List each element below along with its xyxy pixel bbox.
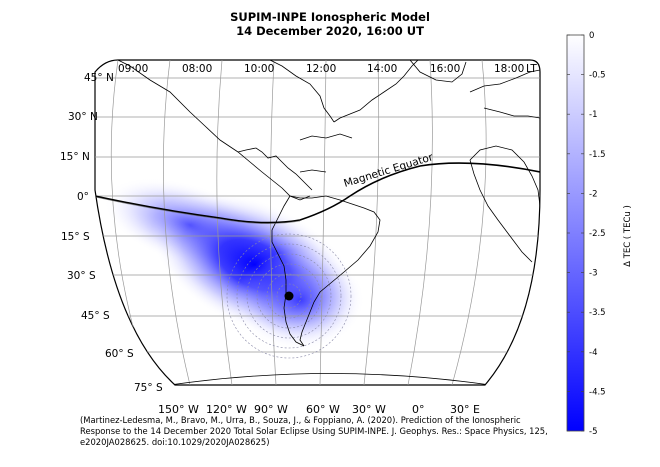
eclipse-totality-marker bbox=[284, 291, 294, 301]
graticule bbox=[95, 60, 540, 385]
lt-tick: 16:00 bbox=[430, 63, 460, 75]
magnetic-equator-shadow bbox=[95, 196, 301, 224]
lon-label: 60° W bbox=[306, 403, 340, 416]
lat-label: 75° S bbox=[134, 382, 163, 394]
latitude-axis: 45° N 30° N 15° N 0° 15° S 30° S 45° S 6… bbox=[60, 72, 163, 394]
coastlines bbox=[117, 60, 540, 385]
citation-text: (Martinez-Ledesma, M., Bravo, M., Urra, … bbox=[80, 415, 548, 447]
lon-label: 30° E bbox=[450, 403, 480, 416]
magnetic-equator-line bbox=[95, 162, 540, 224]
lat-label: 45° N bbox=[84, 72, 114, 84]
colorbar-tick-label: -3.5 bbox=[589, 308, 606, 318]
lon-label: 120° W bbox=[206, 403, 247, 416]
colorbar-tick-label: -3 bbox=[589, 269, 597, 279]
local-time-axis: 09:00 08:00 10:00 12:00 14:00 16:00 18:0… bbox=[118, 63, 537, 75]
lt-tick: 12:00 bbox=[306, 63, 336, 75]
lt-tick: 18:00 bbox=[494, 63, 524, 75]
lon-label: 90° W bbox=[254, 403, 288, 416]
eclipse-isolines bbox=[226, 233, 352, 359]
colorbar-tick-label: -1 bbox=[589, 110, 597, 120]
colorbar-tick-label: -0.5 bbox=[589, 71, 606, 81]
colorbar-tick-label: 0 bbox=[589, 31, 594, 41]
lon-label: 0° bbox=[412, 403, 425, 416]
lt-tick: 09:00 bbox=[118, 63, 148, 75]
lt-tick: 14:00 bbox=[367, 63, 397, 75]
lat-label: 30° S bbox=[67, 270, 96, 282]
lat-label: 0° bbox=[77, 191, 89, 203]
lat-label: 15° S bbox=[61, 231, 90, 243]
lat-label: 15° N bbox=[60, 151, 90, 163]
lt-tick: 08:00 bbox=[182, 63, 212, 75]
colorbar-label: Δ TEC ( TECu ) bbox=[623, 205, 633, 267]
lt-tick: 10:00 bbox=[244, 63, 274, 75]
colorbar-ticks: 0 -0.5 -1 -1.5 -2 -2.5 -3 -3.5 -4 -4.5 -5 bbox=[567, 31, 606, 437]
longitude-axis: 150° W 120° W 90° W 60° W 30° W 0° 30° E bbox=[158, 403, 480, 416]
lat-label: 45° S bbox=[81, 310, 110, 322]
colorbar-tick-label: -4 bbox=[589, 348, 597, 358]
lt-unit: LT bbox=[526, 63, 537, 75]
lat-label: 60° S bbox=[105, 348, 134, 360]
colorbar-tick-label: -5 bbox=[589, 427, 597, 437]
map-subtitle: 14 December 2020, 16:00 UT bbox=[236, 24, 424, 38]
lon-label: 30° W bbox=[352, 403, 386, 416]
lon-label: 150° W bbox=[158, 403, 199, 416]
map-title: SUPIM-INPE Ionospheric Model bbox=[230, 10, 430, 24]
colorbar-tick-label: -2.5 bbox=[589, 229, 606, 239]
colorbar-tick-label: -2 bbox=[589, 189, 597, 199]
colorbar-tick-label: -1.5 bbox=[589, 150, 606, 160]
colorbar-tick-label: -4.5 bbox=[589, 387, 606, 397]
lat-label: 30° N bbox=[68, 111, 98, 123]
